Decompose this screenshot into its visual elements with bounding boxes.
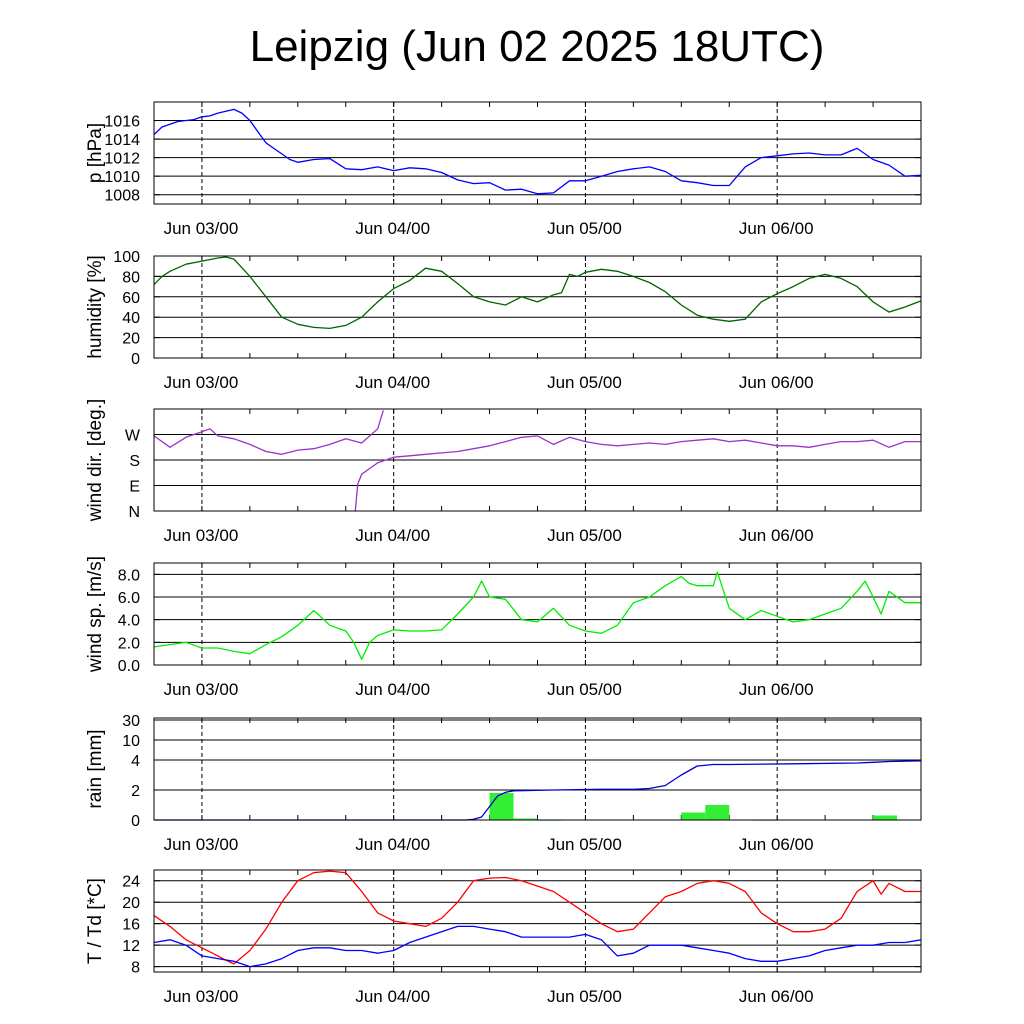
y-axis-label: rain [mm] xyxy=(85,729,106,808)
x-tick-label: Jun 03/00 xyxy=(164,219,239,238)
y-tick-label: 1014 xyxy=(104,132,140,149)
x-tick-label: Jun 04/00 xyxy=(355,987,430,1006)
x-tick-label: Jun 04/00 xyxy=(355,835,430,854)
rain-bar xyxy=(873,815,898,820)
y-tick-label: 0 xyxy=(131,813,140,830)
x-tick-label: Jun 04/00 xyxy=(355,373,430,392)
y-tick-label: 10 xyxy=(122,733,140,750)
x-tick-label: Jun 06/00 xyxy=(739,835,814,854)
x-tick-label: Jun 05/00 xyxy=(547,680,622,699)
x-tick-label: Jun 03/00 xyxy=(164,680,239,699)
y-tick-label: 1008 xyxy=(104,188,140,205)
y-tick-label: 8.0 xyxy=(118,567,140,584)
y-tick-label: 0.0 xyxy=(118,658,140,675)
y-tick-label: 6.0 xyxy=(118,590,140,607)
panel-frame xyxy=(153,101,922,205)
y-tick-label: 1012 xyxy=(104,151,140,168)
x-tick-label: Jun 05/00 xyxy=(547,987,622,1006)
x-tick-label: Jun 04/00 xyxy=(355,219,430,238)
y-tick-label: W xyxy=(125,428,141,445)
x-tick-label: Jun 06/00 xyxy=(739,987,814,1006)
x-tick-label: Jun 05/00 xyxy=(547,526,622,545)
x-tick-label: Jun 03/00 xyxy=(164,835,239,854)
y-tick-label: 20 xyxy=(122,331,140,348)
y-tick-label: E xyxy=(129,479,140,496)
y-tick-label: 0 xyxy=(131,351,140,368)
panel-5: 0 2 4 10 30 Jun 03/00 Jun 04/00 Jun 05/00 Jun 06… xyxy=(85,713,922,854)
y-tick-label: 20 xyxy=(122,895,140,912)
y-tick-label: 40 xyxy=(122,310,140,327)
y-tick-label: 80 xyxy=(122,269,140,286)
series-line-1 xyxy=(153,256,922,330)
panel-6: 8 12 16 20 24 Jun 03/00 Jun 04/00 Jun 05/00 Jun … xyxy=(85,869,922,1006)
y-axis-label: humidity [%] xyxy=(85,255,106,358)
y-tick-label: N xyxy=(128,504,140,521)
x-tick-label: Jun 03/00 xyxy=(164,526,239,545)
rain-bar xyxy=(681,812,706,820)
y-axis-label: wind sp. [m/s] xyxy=(85,556,106,673)
series-line-1 xyxy=(153,108,922,195)
y-tick-label: 4 xyxy=(131,753,140,770)
chart-title: Leipzig (Jun 02 2025 18UTC) xyxy=(249,22,825,71)
y-tick-label: S xyxy=(129,453,140,470)
y-axis-label: T / Td [*C] xyxy=(85,878,106,964)
x-tick-label: Jun 05/00 xyxy=(547,219,622,238)
rain-bar xyxy=(705,805,730,820)
y-tick-label: 2.0 xyxy=(118,635,140,652)
x-tick-label: Jun 05/00 xyxy=(547,835,622,854)
y-tick-label: 12 xyxy=(122,938,140,955)
series-line-1 xyxy=(153,571,921,660)
x-tick-label: Jun 05/00 xyxy=(547,373,622,392)
rain-bar xyxy=(513,818,538,820)
panel-4: 0.0 2.0 4.0 6.0 8.0 Jun 03/00 Jun 04/00 Jun 05/… xyxy=(85,556,922,699)
y-axis-label: p [hPa] xyxy=(85,123,106,183)
panel-2: 0 20 40 60 80 100 Jun 03/00 Jun 04/00 Jun 05/00 J… xyxy=(85,249,922,392)
series-line-2 xyxy=(153,925,922,968)
panel-frame xyxy=(153,717,922,821)
x-tick-label: Jun 06/00 xyxy=(739,680,814,699)
rain-bar xyxy=(489,793,514,820)
x-tick-label: Jun 04/00 xyxy=(355,680,430,699)
x-tick-label: Jun 03/00 xyxy=(164,373,239,392)
y-tick-label: 30 xyxy=(122,713,140,730)
y-tick-label: 8 xyxy=(131,960,140,977)
y-axis-label: wind dir. [deg.] xyxy=(85,399,106,523)
series-line-1 xyxy=(153,410,384,455)
series-line-1 xyxy=(154,760,922,821)
panel-frame xyxy=(153,562,922,666)
y-tick-label: 2 xyxy=(131,783,140,800)
series-line-1 xyxy=(153,870,921,965)
y-tick-label: 100 xyxy=(113,249,140,266)
y-tick-label: 16 xyxy=(122,917,140,934)
panel-frame xyxy=(153,869,922,973)
y-tick-label: 1010 xyxy=(104,169,140,186)
x-tick-label: Jun 04/00 xyxy=(355,526,430,545)
y-tick-label: 4.0 xyxy=(118,613,140,630)
panel-frame xyxy=(153,408,922,512)
panel-frame xyxy=(153,255,922,359)
y-tick-label: 60 xyxy=(122,290,140,307)
x-tick-label: Jun 06/00 xyxy=(739,373,814,392)
y-tick-label: 24 xyxy=(122,874,140,891)
x-tick-label: Jun 03/00 xyxy=(164,987,239,1006)
x-tick-label: Jun 06/00 xyxy=(739,219,814,238)
series-line-1 xyxy=(354,435,921,512)
y-tick-label: 1016 xyxy=(104,114,140,131)
x-tick-label: Jun 06/00 xyxy=(739,526,814,545)
